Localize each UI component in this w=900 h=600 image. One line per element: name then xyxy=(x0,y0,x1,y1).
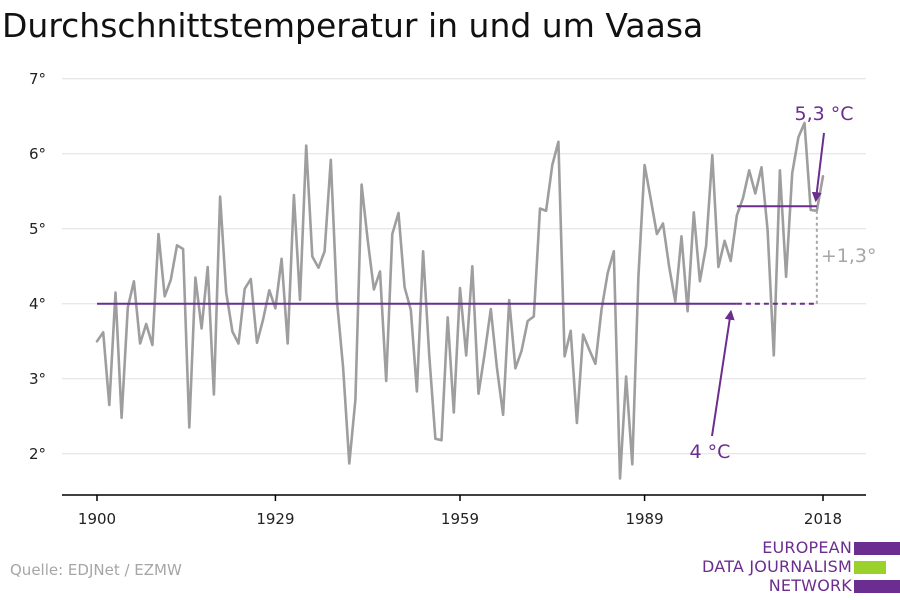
source-note: Quelle: EDJNet / EZMW xyxy=(10,561,182,579)
x-tick-label: 1929 xyxy=(256,510,294,528)
baseline-label: 4 °C xyxy=(690,441,731,463)
y-tick-label: 7° xyxy=(29,70,46,88)
baseline-arrow xyxy=(711,309,735,437)
temperature-series-line xyxy=(95,121,825,480)
difference-label: +1,3° xyxy=(821,245,877,267)
series-layer xyxy=(95,121,825,480)
x-tick-label: 1900 xyxy=(78,510,116,528)
recent-arrow xyxy=(811,132,825,203)
y-tick-labels: 2° 3° 4° 5° 6° 7° xyxy=(29,70,46,463)
y-tick-label: 6° xyxy=(29,145,46,163)
logo-line-2: DATA JOURNALISM xyxy=(702,557,852,576)
logo-bar-2 xyxy=(854,561,886,574)
logo-line-1: EUROPEAN xyxy=(762,538,852,557)
edjnet-logo: EUROPEAN DATA JOURNALISM NETWORK xyxy=(700,538,900,598)
x-tick-label: 2018 xyxy=(804,510,842,528)
x-tick-label: 1989 xyxy=(625,510,663,528)
y-tick-label: 4° xyxy=(29,295,46,313)
annotations: +1,3° 4 °C 5,3 °C xyxy=(97,103,876,463)
y-tick-label: 5° xyxy=(29,220,46,238)
recent-label: 5,3 °C xyxy=(794,103,853,125)
logo-bar-3 xyxy=(854,580,900,593)
logo-bar-1 xyxy=(854,542,900,555)
x-tick-label: 1959 xyxy=(441,510,479,528)
y-tick-label: 2° xyxy=(29,445,46,463)
logo-line-3: NETWORK xyxy=(768,576,852,595)
chart-title: Durchschnittstemperatur in und um Vaasa xyxy=(2,6,704,45)
y-tick-label: 3° xyxy=(29,370,46,388)
x-axis: 1900 1929 1959 1989 2018 xyxy=(62,494,866,528)
